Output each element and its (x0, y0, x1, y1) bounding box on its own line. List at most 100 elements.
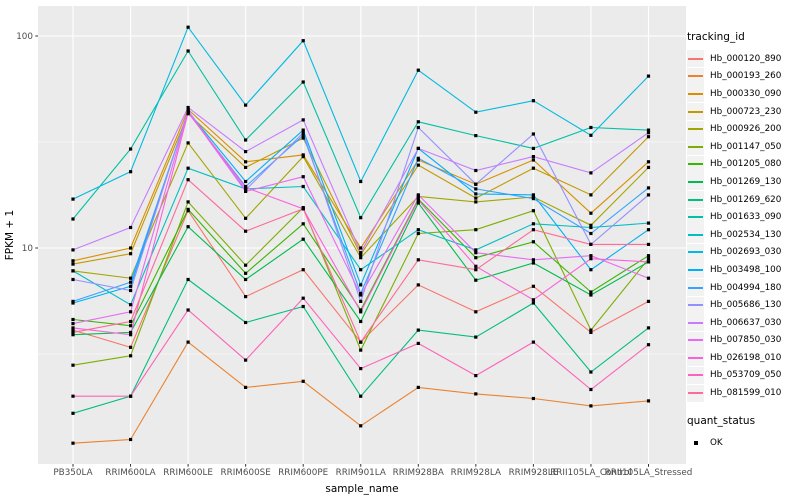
data-point (129, 303, 133, 307)
legend-color-line-icon (688, 268, 703, 271)
data-point (186, 340, 190, 344)
data-point (301, 207, 305, 211)
data-point (589, 387, 593, 392)
data-point (244, 189, 248, 193)
data-point (589, 133, 593, 137)
data-point (71, 259, 75, 263)
legend-item-label: Hb_003498_100 (710, 264, 782, 275)
data-point (531, 228, 535, 232)
data-point (244, 185, 248, 190)
data-point (301, 118, 305, 122)
data-point (301, 184, 305, 189)
data-point (186, 178, 190, 182)
data-point (531, 396, 535, 401)
plot-panel: 10 100 PB350LA RRIM600LA RRIM600LE RRIM600SE R… (16, 6, 692, 478)
legend-item: Hb_000120_890 (687, 50, 799, 68)
x-tick-label: PB350LA (53, 468, 92, 478)
data-point (416, 231, 420, 236)
data-point (244, 138, 248, 142)
data-point (531, 197, 535, 201)
data-point (244, 277, 248, 282)
data-point (531, 340, 535, 344)
data-point (474, 392, 478, 396)
data-point (474, 168, 478, 173)
data-point (646, 221, 651, 225)
data-point (531, 155, 535, 159)
y-tick-label: 100 (16, 32, 33, 42)
data-point (71, 328, 75, 332)
legend-item: Hb_002534_130 (687, 226, 799, 244)
data-point (531, 222, 535, 226)
legend-item: Hb_026198_010 (687, 349, 799, 367)
data-point (474, 200, 478, 204)
x-tick-label: RRIM928LA (451, 468, 501, 478)
data-point (359, 424, 363, 428)
legend-item-quant: OK (687, 434, 799, 452)
data-point (474, 251, 478, 255)
data-point (186, 308, 190, 312)
data-point (646, 242, 651, 246)
legend-key-swatch (687, 296, 704, 314)
data-point (646, 131, 651, 135)
legend-key-swatch (687, 331, 704, 349)
data-point (474, 264, 478, 268)
data-point (416, 385, 420, 389)
data-point (416, 258, 420, 262)
quant-items: OK (687, 434, 799, 452)
data-point (244, 103, 248, 107)
legend-item: Hb_000723_230 (687, 103, 799, 121)
data-point (186, 105, 190, 110)
data-point (359, 256, 363, 260)
data-point (589, 257, 593, 261)
legend-key-swatch (687, 314, 704, 332)
legend-item-label: Hb_081599_010 (710, 388, 782, 399)
data-point (301, 128, 305, 132)
legend-item-label: Hb_004994_180 (710, 282, 782, 293)
data-point (244, 150, 248, 154)
data-point (71, 330, 75, 334)
legend-key-swatch (687, 103, 704, 121)
data-point (129, 394, 133, 398)
x-tick-label: RRIM928LE (509, 468, 559, 478)
legend-key-swatch (687, 208, 704, 226)
data-point (531, 298, 535, 302)
data-point (301, 133, 305, 137)
data-point (416, 156, 420, 160)
legend-item-label: Hb_001147_050 (710, 141, 782, 152)
legend-item-label: Hb_002693_030 (710, 247, 782, 258)
legend-title-quant-status: quant_status (687, 414, 756, 427)
legend-item-label: Hb_007850_030 (710, 335, 782, 346)
legend-key-swatch (687, 434, 704, 451)
legend-item-label: Hb_001205_080 (710, 159, 782, 170)
legend-item: Hb_001269_620 (687, 191, 799, 209)
data-point (646, 399, 651, 403)
legend-item: Hb_001147_050 (687, 138, 799, 156)
data-point (359, 319, 363, 324)
data-point (531, 301, 535, 305)
black-square-point-icon (693, 440, 698, 445)
legend-title-tracking-id: tracking_id (687, 31, 745, 43)
legend-color-line-icon (688, 251, 703, 254)
data-point (531, 193, 535, 197)
data-point (474, 278, 478, 282)
data-point (129, 324, 133, 328)
legend-key-swatch (687, 384, 704, 402)
data-point (646, 74, 651, 78)
legend-color-line-icon (688, 57, 703, 60)
legend-key-swatch (687, 67, 704, 85)
data-point (71, 333, 75, 337)
data-point (186, 49, 190, 53)
data-point (71, 394, 75, 398)
legend-key-swatch (687, 50, 704, 68)
data-point (186, 277, 190, 282)
data-point (359, 340, 363, 344)
data-point (71, 441, 75, 445)
data-point (359, 348, 363, 352)
legend-color-line-icon (688, 92, 703, 95)
legend-key-swatch (687, 243, 704, 261)
legend-key-swatch (687, 120, 704, 138)
x-tick-label: RRII105LA_Control (550, 468, 632, 478)
data-point (589, 404, 593, 408)
data-point (359, 251, 363, 255)
